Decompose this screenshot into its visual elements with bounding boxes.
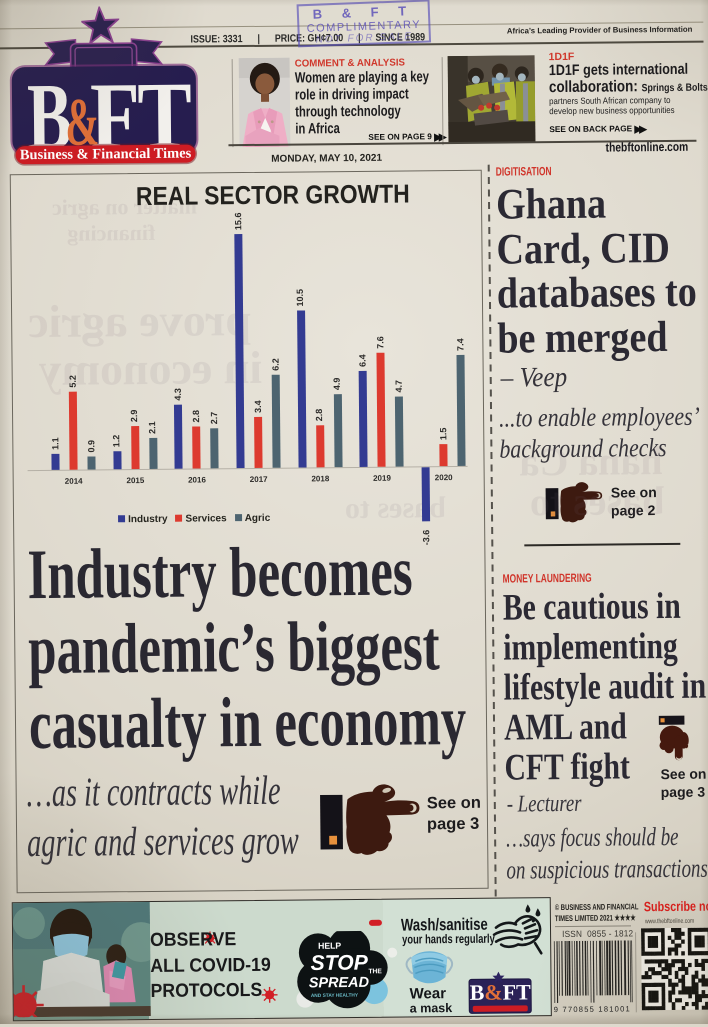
svg-text:THE: THE <box>368 968 382 975</box>
svg-text:STOP: STOP <box>310 951 368 975</box>
svg-text:SPREAD: SPREAD <box>309 975 370 992</box>
svg-text:HELP: HELP <box>318 941 341 951</box>
svg-text:AND STAY HEALTHY: AND STAY HEALTHY <box>311 993 359 999</box>
